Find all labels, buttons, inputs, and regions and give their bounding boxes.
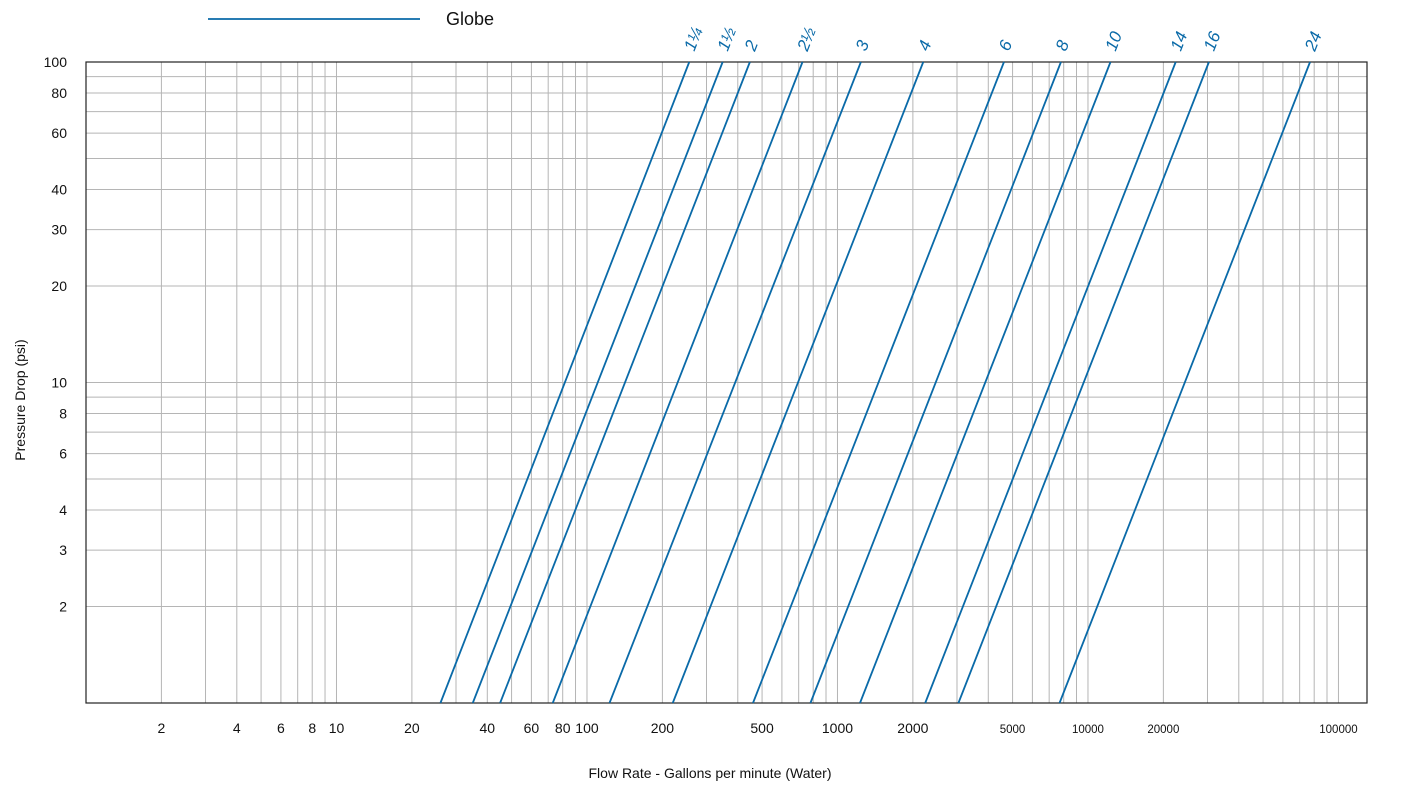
x-tick-label: 500 <box>750 720 774 736</box>
series-size-label: 2 <box>741 37 763 54</box>
y-tick-label: 6 <box>59 446 67 462</box>
x-tick-label: 6 <box>277 720 285 736</box>
gridlines <box>86 62 1367 703</box>
series-line-8 <box>809 61 1062 704</box>
series-size-label: 1¼ <box>680 25 706 54</box>
series-line-4 <box>671 61 925 704</box>
series-size-label: 16 <box>1200 28 1225 53</box>
x-tick-label: 4 <box>233 720 241 736</box>
y-tick-label: 80 <box>51 85 67 101</box>
x-tick-label: 100 <box>575 720 599 736</box>
series-size-label: 3 <box>852 37 873 53</box>
x-tick-label: 40 <box>480 720 496 736</box>
series-line-3 <box>608 61 862 704</box>
series-lines <box>439 61 1311 704</box>
series-line-6 <box>752 61 1005 704</box>
y-tick-label: 20 <box>51 278 67 294</box>
y-tick-label: 100 <box>44 54 68 70</box>
plot-frame <box>85 61 1368 704</box>
x-tick-label: 100000 <box>1319 724 1357 736</box>
x-tick-label: 8 <box>308 720 316 736</box>
y-tick-label: 2 <box>59 599 67 615</box>
y-axis-label: Pressure Drop (psi) <box>12 339 28 460</box>
series-line-14 <box>924 61 1177 704</box>
y-tick-label: 40 <box>51 182 67 198</box>
series-size-label: 6 <box>995 37 1016 53</box>
x-tick-label: 80 <box>555 720 571 736</box>
series-line-16 <box>957 61 1210 704</box>
x-tick-label: 60 <box>524 720 540 736</box>
x-tick-label: 2 <box>158 720 166 736</box>
series-size-labels: 1¼ 1½ 2 2½ 3 4 6 8 10 14 16 24 <box>680 25 1325 55</box>
y-tick-label: 30 <box>51 222 67 238</box>
y-tick-label: 8 <box>59 406 67 422</box>
series-line-10 <box>859 61 1112 704</box>
y-tick-label: 10 <box>51 375 67 391</box>
series-size-label: 4 <box>914 38 935 54</box>
y-tick-labels: 2 3 4 6 8 10 20 30 40 60 80 100 <box>44 54 68 615</box>
series-size-label: 2½ <box>793 25 820 55</box>
x-tick-label: 10 <box>329 720 345 736</box>
legend-label: Globe <box>446 9 494 29</box>
series-line-2 <box>499 61 751 704</box>
series-size-label: 14 <box>1167 29 1192 54</box>
y-tick-label: 60 <box>51 125 67 141</box>
x-tick-label: 5000 <box>1000 724 1026 736</box>
series-size-label: 8 <box>1052 37 1073 53</box>
series-line-1½ <box>471 61 724 704</box>
x-tick-label: 10000 <box>1072 724 1104 736</box>
x-tick-label: 200 <box>651 720 675 736</box>
series-line-2½ <box>551 61 804 704</box>
series-size-label: 10 <box>1102 28 1127 53</box>
y-tick-label: 4 <box>59 502 67 518</box>
series-size-label: 1½ <box>714 25 740 54</box>
series-size-label: 24 <box>1301 29 1326 54</box>
x-tick-label: 1000 <box>822 720 853 736</box>
x-tick-label: 20000 <box>1147 724 1179 736</box>
x-axis-label: Flow Rate - Gallons per minute (Water) <box>589 765 832 781</box>
series-line-24 <box>1058 61 1311 704</box>
series-line-1¼ <box>439 61 691 704</box>
x-tick-label: 2000 <box>897 720 928 736</box>
x-tick-label: 20 <box>404 720 420 736</box>
x-tick-labels: 2 4 6 8 10 20 40 60 80 100 200 500 1000 2000 5000 10000… <box>158 720 1358 736</box>
y-tick-label: 3 <box>59 542 67 558</box>
